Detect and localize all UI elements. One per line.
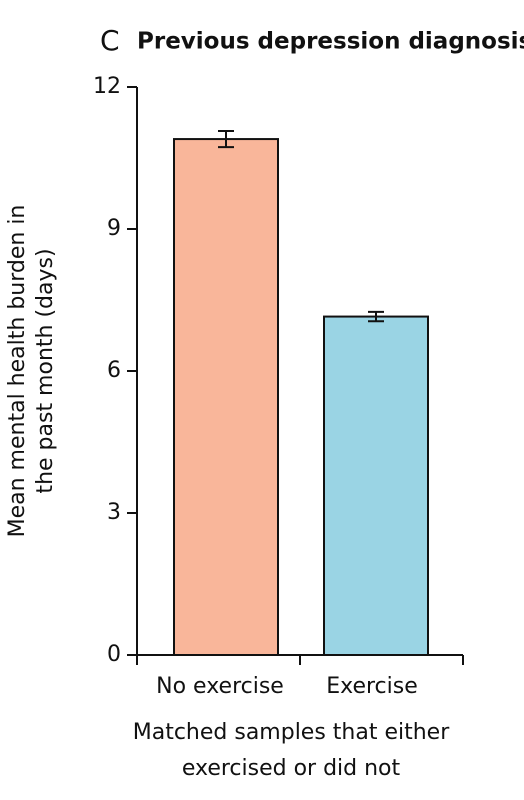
x-tick-label: Exercise: [326, 674, 418, 699]
error-bar: [368, 310, 384, 323]
y-tick-label: 6: [107, 358, 121, 383]
chart-title: Previous depression diagnosis: [137, 29, 524, 55]
y-axis-label: Mean mental health burden in the past mo…: [5, 205, 58, 538]
y-tick-label: 12: [93, 74, 121, 99]
y-axis-label-line: the past month (days): [33, 248, 58, 493]
x-axis-label-line: exercised or did not: [182, 756, 401, 781]
bar: [173, 138, 279, 657]
x-axis-label-line: Matched samples that either: [133, 720, 450, 745]
y-tick-label: 3: [107, 500, 121, 525]
x-tick-label: No exercise: [156, 674, 284, 699]
error-bar: [218, 130, 234, 149]
panel-label: C: [100, 24, 120, 57]
bar: [323, 315, 429, 656]
y-tick-label: 9: [107, 216, 121, 241]
y-axis-label-line: Mean mental health burden in: [5, 205, 30, 538]
y-tick-label: 0: [107, 642, 121, 667]
